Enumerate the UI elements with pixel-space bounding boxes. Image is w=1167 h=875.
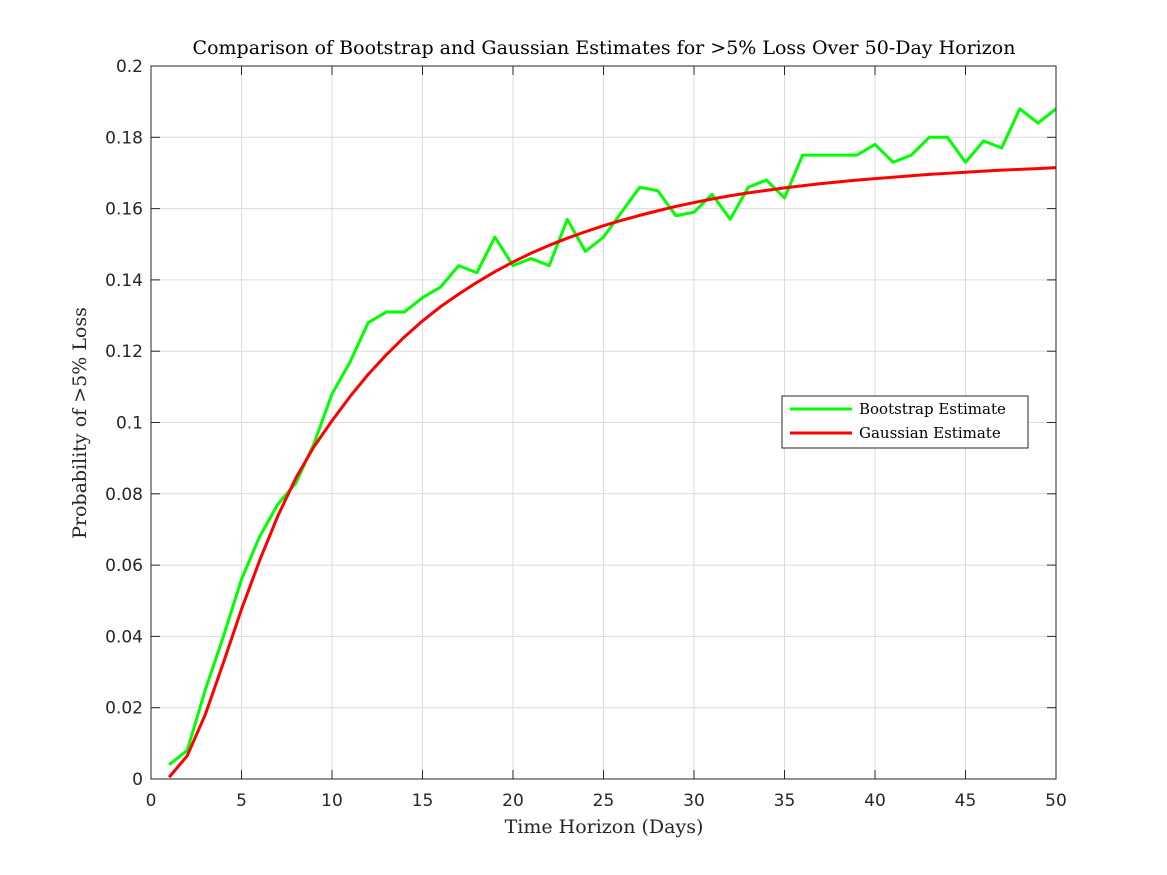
y-tick-label: 0.04: [105, 627, 143, 647]
y-axis-title: Probability of >5% Loss: [69, 307, 91, 539]
axis-ticks: 0 5 10 15 20 25 30 35 40 45 50 0 0.02 0.04 0.06 0.08 0.1…: [105, 57, 1067, 811]
y-tick-label: 0.12: [105, 342, 143, 362]
legend: Bootstrap Estimate Gaussian Estimate: [781, 395, 1029, 449]
y-tick-label: 0.2: [116, 57, 143, 77]
x-tick-label: 35: [774, 791, 796, 811]
x-tick-label: 20: [502, 791, 524, 811]
x-tick-label: 10: [321, 791, 343, 811]
x-axis-title: Time Horizon (Days): [505, 816, 704, 838]
legend-label-bootstrap: Bootstrap Estimate: [859, 400, 1006, 418]
y-tick-label: 0.16: [105, 200, 143, 220]
x-tick-label: 45: [955, 791, 977, 811]
y-tick-label: 0: [132, 770, 143, 790]
chart-title: Comparison of Bootstrap and Gaussian Est…: [193, 37, 1016, 59]
x-tick-label: 0: [146, 791, 157, 811]
y-tick-label: 0.14: [105, 271, 143, 291]
y-tick-label: 0.08: [105, 485, 143, 505]
series-line-bootstrap: [168, 107, 1057, 766]
x-tick-label: 30: [683, 791, 705, 811]
y-tick-label: 0.06: [105, 556, 143, 576]
legend-box: [781, 395, 1029, 449]
series-layer: [167, 107, 1057, 779]
legend-label-gaussian: Gaussian Estimate: [859, 424, 1001, 442]
x-tick-label: 25: [593, 791, 615, 811]
series-line-gaussian: [167, 166, 1057, 779]
x-tick-label: 15: [412, 791, 434, 811]
y-tick-label: 0.02: [105, 699, 143, 719]
x-tick-label: 40: [864, 791, 886, 811]
y-tick-label: 0.18: [105, 128, 143, 148]
y-tick-label: 0.1: [116, 414, 143, 434]
x-tick-label: 50: [1045, 791, 1067, 811]
x-tick-label: 5: [236, 791, 247, 811]
